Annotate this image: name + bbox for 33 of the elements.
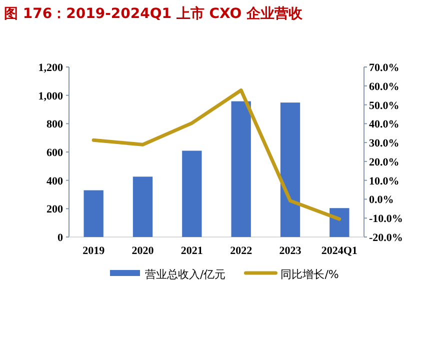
bar	[231, 101, 251, 237]
y-tick-label: 1,200	[38, 62, 64, 74]
y-tick-label: 0	[58, 232, 64, 244]
x-tick-label: 2021	[180, 245, 203, 257]
y2-tick-label: 50.0%	[369, 100, 400, 112]
bar	[132, 176, 153, 237]
legend-label: 营业总收入/亿元	[145, 268, 226, 281]
y-tick-label: 200	[46, 204, 64, 216]
x-tick-label: 2019	[82, 245, 106, 257]
y2-tick-label: 40.0%	[369, 118, 400, 131]
bar	[84, 190, 104, 237]
bar	[182, 150, 202, 237]
legend-label: 同比增长/%	[280, 268, 339, 281]
y2-tick-label: 0.0%	[369, 194, 394, 206]
y-tick-label: 800	[46, 118, 64, 131]
y2-tick-label: -20.0%	[369, 232, 403, 244]
x-tick-label: 2023	[279, 245, 302, 257]
x-tick-label: 2022	[230, 245, 253, 257]
y-tick-label: 600	[46, 147, 64, 159]
y2-tick-label: 60.0%	[369, 80, 400, 93]
y-tick-label: 1,000	[38, 90, 64, 102]
bar	[330, 208, 350, 237]
y2-tick-label: 10.0%	[369, 175, 400, 188]
y2-tick-label: -10.0%	[369, 213, 403, 226]
x-tick-label: 2020	[132, 245, 154, 257]
x-tick-label: 2024Q1	[321, 245, 358, 257]
chart-title: 图 176：2019-2024Q1 上市 CXO 企业营收	[4, 5, 304, 22]
line-series	[92, 88, 342, 221]
y2-tick-label: 70.0%	[369, 62, 400, 74]
bar	[280, 102, 300, 237]
y2-tick-label: 30.0%	[369, 138, 400, 150]
y2-tick-label: 20.0%	[369, 156, 400, 168]
y-tick-label: 400	[46, 175, 64, 188]
